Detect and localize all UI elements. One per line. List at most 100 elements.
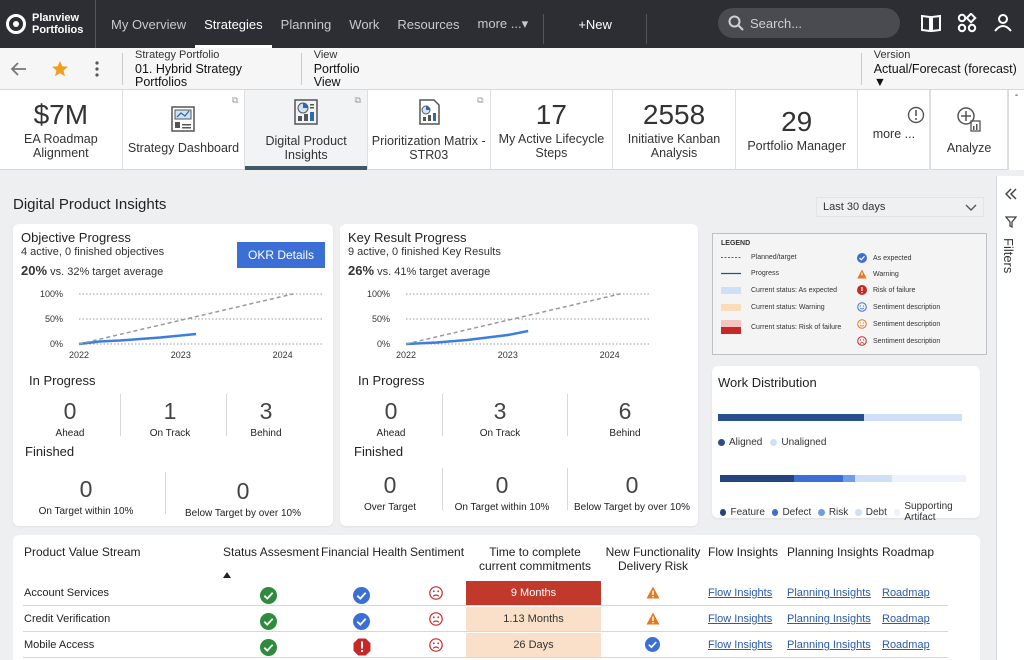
keyresult-percent-line: 26% vs. 41% target average bbox=[348, 263, 490, 278]
search-icon bbox=[728, 15, 744, 31]
roadmap-link[interactable]: Roadmap bbox=[882, 613, 930, 625]
column-header-status[interactable]: Status Assesment bbox=[223, 545, 320, 559]
tile-more[interactable]: more ... bbox=[858, 90, 931, 170]
planview-logo[interactable]: Planview Portfolios bbox=[0, 0, 96, 48]
key-result-progress-card: Key Result Progress 9 active, 0 finished… bbox=[340, 224, 698, 526]
date-range-select[interactable]: Last 30 days bbox=[816, 197, 984, 217]
page-title: Digital Product Insights bbox=[13, 196, 167, 213]
stat-value: 0 bbox=[63, 398, 77, 424]
user-icon[interactable] bbox=[992, 12, 1014, 34]
legend-label: Sentiment description bbox=[873, 303, 941, 311]
stat-on-target: 0 On Target within 10% bbox=[450, 472, 554, 513]
back-arrow-icon[interactable] bbox=[8, 57, 31, 81]
stat-value: 6 bbox=[618, 398, 632, 424]
check-circle-icon bbox=[857, 253, 867, 263]
tile-portfolio-manager[interactable]: 29 Portfolio Manager bbox=[736, 90, 859, 170]
column-header-planning[interactable]: Planning Insights bbox=[787, 545, 879, 559]
finished-label: Finished bbox=[25, 444, 75, 459]
roadmap-link[interactable]: Roadmap bbox=[882, 639, 930, 651]
dashed-line-swatch bbox=[721, 257, 741, 258]
book-icon[interactable] bbox=[920, 12, 942, 34]
objective-percent-suffix: vs. 32% target average bbox=[50, 266, 164, 278]
work-type-bar bbox=[720, 475, 966, 482]
brand-line1: Planview bbox=[32, 12, 80, 24]
stat-below-target: 0 Below Target by over 10% bbox=[572, 472, 692, 513]
column-header-product[interactable]: Product Value Stream bbox=[24, 545, 141, 559]
legend-label: Warning bbox=[873, 270, 899, 278]
line-swatch bbox=[721, 272, 741, 275]
column-header-sentiment[interactable]: Sentiment bbox=[410, 545, 465, 559]
strategy-portfolio-selector[interactable]: Strategy Portfolio 01. Hybrid Strategy Po… bbox=[135, 49, 289, 89]
tile-label: Initiative Kanban Analysis bbox=[627, 132, 721, 160]
search-input[interactable]: Search... bbox=[718, 8, 900, 38]
column-header-time[interactable]: Time to complete current commitments bbox=[478, 545, 592, 573]
tile-label: EA Roadmap Alignment bbox=[23, 132, 98, 160]
external-link-icon[interactable]: ⧉ bbox=[354, 95, 361, 105]
column-header-financial[interactable]: Financial Health bbox=[321, 545, 408, 559]
kebab-menu-icon[interactable] bbox=[85, 57, 108, 81]
nav-more[interactable]: more ...▾ bbox=[477, 16, 529, 31]
delivery-warning-icon bbox=[646, 586, 660, 599]
okr-details-button[interactable]: OKR Details bbox=[237, 242, 325, 268]
tile-digital-product-insights[interactable]: ⧉ Digital Product Insights bbox=[245, 90, 368, 170]
external-link-icon[interactable]: ⧉ bbox=[477, 95, 484, 105]
legend-label: Risk bbox=[828, 506, 849, 518]
nav-planning[interactable]: Planning bbox=[280, 16, 332, 32]
y-tick-label: 100% bbox=[40, 289, 63, 299]
tile-strategy-dashboard[interactable]: ⧉ Strategy Dashboard bbox=[123, 90, 246, 170]
legend-label: Defect bbox=[782, 506, 812, 518]
stat-label: Below Target by over 10% bbox=[185, 508, 301, 519]
nav-my-overview[interactable]: My Overview bbox=[111, 16, 187, 32]
column-header-delivery-risk[interactable]: New Functionality Delivery Risk bbox=[605, 545, 701, 573]
tiles-scroll-button[interactable]: - bbox=[1008, 90, 1024, 170]
stat-value: 0 bbox=[383, 472, 397, 498]
filters-label[interactable]: Filters bbox=[1001, 238, 1016, 274]
insights-icon bbox=[294, 99, 318, 125]
tile-ea-roadmap[interactable]: $7M EA Roadmap Alignment bbox=[0, 90, 123, 170]
aligned-segment bbox=[718, 414, 865, 421]
legend-label: Unaligned bbox=[781, 437, 827, 448]
tile-analyze[interactable]: Analyze bbox=[930, 90, 1009, 170]
column-header-flow[interactable]: Flow Insights bbox=[708, 545, 779, 559]
tile-initiative-kanban[interactable]: 2558 Initiative Kanban Analysis bbox=[613, 90, 736, 170]
x-tick-label: 2023 bbox=[171, 350, 191, 360]
version-selector[interactable]: Version Actual/Forecast (forecast) ▼ bbox=[874, 49, 1024, 89]
legend-sentiment-sad: Sentiment description bbox=[857, 336, 940, 346]
nav-strategies[interactable]: Strategies bbox=[195, 0, 272, 48]
debt-segment bbox=[855, 475, 893, 482]
row-divider bbox=[23, 631, 948, 632]
apps-icon[interactable] bbox=[956, 12, 978, 34]
legend-label: Aligned bbox=[729, 437, 763, 448]
roadmap-link[interactable]: Roadmap bbox=[882, 587, 930, 599]
new-button[interactable]: +New bbox=[578, 16, 612, 32]
nav-resources[interactable]: Resources bbox=[397, 16, 460, 32]
flow-insights-link[interactable]: Flow Insights bbox=[708, 639, 773, 651]
legend-panel: LEGEND Planned/target Progress Current s… bbox=[712, 233, 987, 355]
sad-face-icon bbox=[857, 336, 867, 346]
flow-insights-link[interactable]: Flow Insights bbox=[708, 613, 773, 625]
collapse-chevrons-icon[interactable] bbox=[1005, 188, 1017, 200]
sentiment-sad-icon bbox=[429, 638, 443, 652]
star-icon[interactable] bbox=[49, 57, 72, 81]
unaligned-dot-icon bbox=[770, 439, 778, 446]
keyresult-progress-chart: 100% 50% 0% 2022 2023 2024 bbox=[367, 289, 650, 360]
filter-icon[interactable] bbox=[1005, 216, 1017, 228]
planning-insights-link[interactable]: Planning Insights bbox=[787, 613, 871, 625]
flow-insights-link[interactable]: Flow Insights bbox=[708, 587, 773, 599]
view-selector[interactable]: View Portfolio View bbox=[314, 49, 386, 89]
y-tick-label: 0% bbox=[50, 339, 63, 349]
nav-work[interactable]: Work bbox=[349, 16, 380, 32]
tile-prioritization-matrix[interactable]: ⧉ Prioritization Matrix - STR03 bbox=[368, 90, 491, 170]
keyresult-percent-suffix: vs. 41% target average bbox=[377, 266, 491, 278]
tile-number: 17 bbox=[535, 99, 567, 130]
sort-ascending-icon[interactable] bbox=[223, 572, 231, 578]
tile-active-lifecycle-steps[interactable]: 17 My Active Lifecycle Steps bbox=[491, 90, 614, 170]
stat-value: 0 bbox=[79, 476, 93, 502]
divider bbox=[226, 394, 227, 436]
stat-label: Below Target by over 10% bbox=[574, 502, 690, 513]
planning-insights-link[interactable]: Planning Insights bbox=[787, 587, 871, 599]
info-icon bbox=[908, 106, 925, 124]
column-header-roadmap[interactable]: Roadmap bbox=[882, 545, 935, 559]
planning-insights-link[interactable]: Planning Insights bbox=[787, 639, 871, 651]
external-link-icon[interactable]: ⧉ bbox=[231, 95, 239, 105]
